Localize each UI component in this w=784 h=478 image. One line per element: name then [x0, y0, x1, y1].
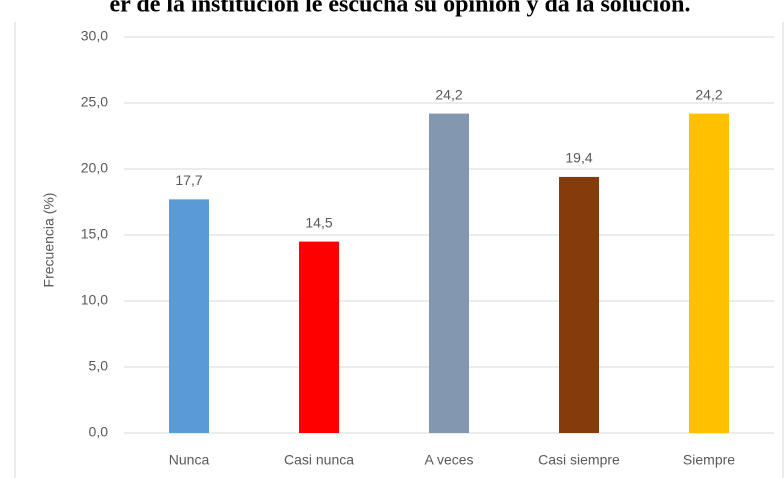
y-tick-label: 15,0 — [81, 226, 108, 242]
data-label: 24,2 — [695, 86, 722, 102]
bar — [559, 176, 599, 434]
y-tick-label: 30,0 — [81, 28, 108, 44]
bar — [689, 113, 729, 433]
data-label: 24,2 — [435, 86, 462, 102]
bar — [299, 241, 339, 433]
y-axis-label: Frecuencia (%) — [41, 193, 57, 288]
y-tick-label: 20,0 — [81, 160, 108, 176]
bar — [429, 113, 469, 433]
x-tick-label: A veces — [424, 452, 473, 468]
y-tick-label: 25,0 — [81, 94, 108, 110]
bar — [169, 199, 209, 433]
x-tick-label: Siempre — [683, 452, 735, 468]
data-label: 19,4 — [565, 150, 592, 166]
y-tick-label: 5,0 — [89, 358, 109, 374]
y-tick-label: 10,0 — [81, 292, 108, 308]
data-label: 17,7 — [175, 172, 202, 188]
y-tick-label: 0,0 — [89, 424, 109, 440]
x-tick-label: Nunca — [169, 452, 210, 468]
data-label: 14,5 — [305, 214, 332, 230]
x-tick-label: Casi nunca — [284, 452, 354, 468]
x-tick-label: Casi siempre — [538, 452, 620, 468]
chart-title: er de la institución le escucha su opini… — [110, 0, 691, 18]
